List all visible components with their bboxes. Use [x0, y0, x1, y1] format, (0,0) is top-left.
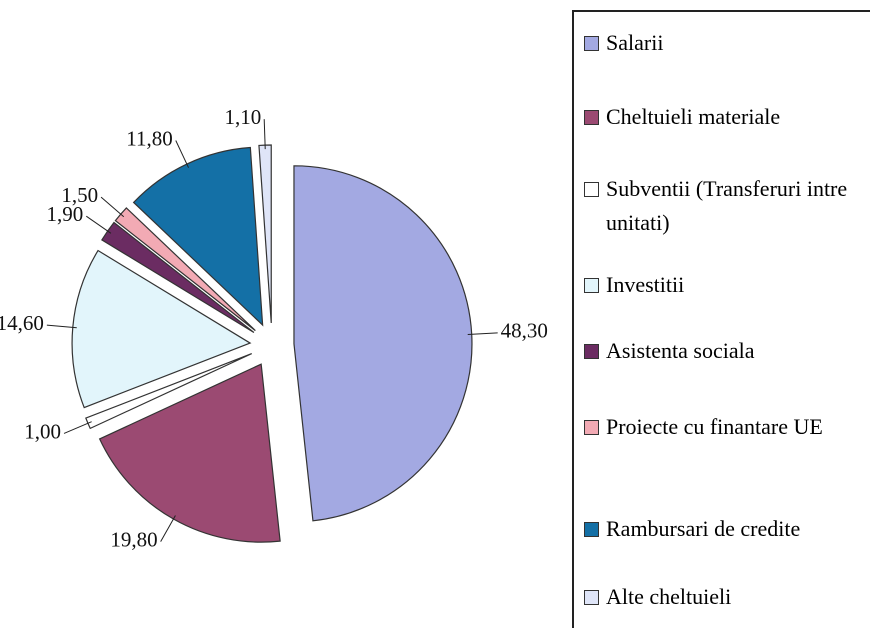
data-label: 48,30	[501, 319, 548, 343]
leader-line	[467, 332, 498, 336]
leader-line	[160, 515, 176, 542]
leader-line	[63, 421, 92, 434]
leader-line	[175, 140, 189, 168]
legend-item: Rambursari de credite	[584, 512, 869, 546]
legend-label: Investitii	[606, 272, 685, 297]
leader-line	[263, 119, 266, 150]
data-label: 1,10	[224, 105, 261, 129]
legend-label: Subventii (Transferuri intre unitati)	[606, 176, 848, 235]
data-label: 1,90	[47, 202, 84, 226]
legend-label: Rambursari de credite	[606, 516, 801, 541]
leader-line	[86, 215, 112, 234]
legend-swatch	[584, 278, 599, 293]
legend-label: Cheltuieli materiale	[606, 104, 781, 129]
legend-swatch	[584, 344, 599, 359]
data-label: 19,80	[110, 527, 157, 551]
data-label: 11,80	[126, 126, 172, 150]
data-label: 1,50	[61, 183, 98, 207]
legend: Salarii Cheltuieli materiale Subventii (Tr…	[572, 10, 870, 628]
legend-swatch	[584, 36, 599, 51]
legend-swatch	[584, 420, 599, 435]
legend-item: Investitii	[584, 268, 869, 302]
legend-label: Proiecte cu finantare UE	[606, 414, 823, 439]
legend-label: Asistenta sociala	[606, 338, 755, 363]
legend-item: Salarii	[584, 26, 869, 60]
pie-slice	[293, 165, 473, 522]
pie-area: 48,30 19,80 1,00 14,60 1,901,50 11,80 1,10	[0, 105, 548, 552]
legend-label: Alte cheltuieli	[606, 584, 732, 609]
legend-swatch	[584, 522, 599, 537]
legend-item: Subventii (Transferuri intre unitati)	[584, 172, 869, 240]
legend-item: Alte cheltuieli	[584, 580, 869, 614]
data-label: 1,00	[24, 419, 61, 443]
data-label: 14,60	[0, 311, 44, 335]
leader-line	[100, 196, 125, 218]
legend-swatch	[584, 182, 599, 197]
legend-item: Cheltuieli materiale	[584, 100, 869, 134]
leader-line	[46, 324, 77, 329]
legend-swatch	[584, 110, 599, 125]
legend-item: Asistenta sociala	[584, 334, 869, 368]
legend-item: Proiecte cu finantare UE	[584, 410, 869, 444]
legend-swatch	[584, 590, 599, 605]
legend-label: Salarii	[606, 30, 664, 55]
